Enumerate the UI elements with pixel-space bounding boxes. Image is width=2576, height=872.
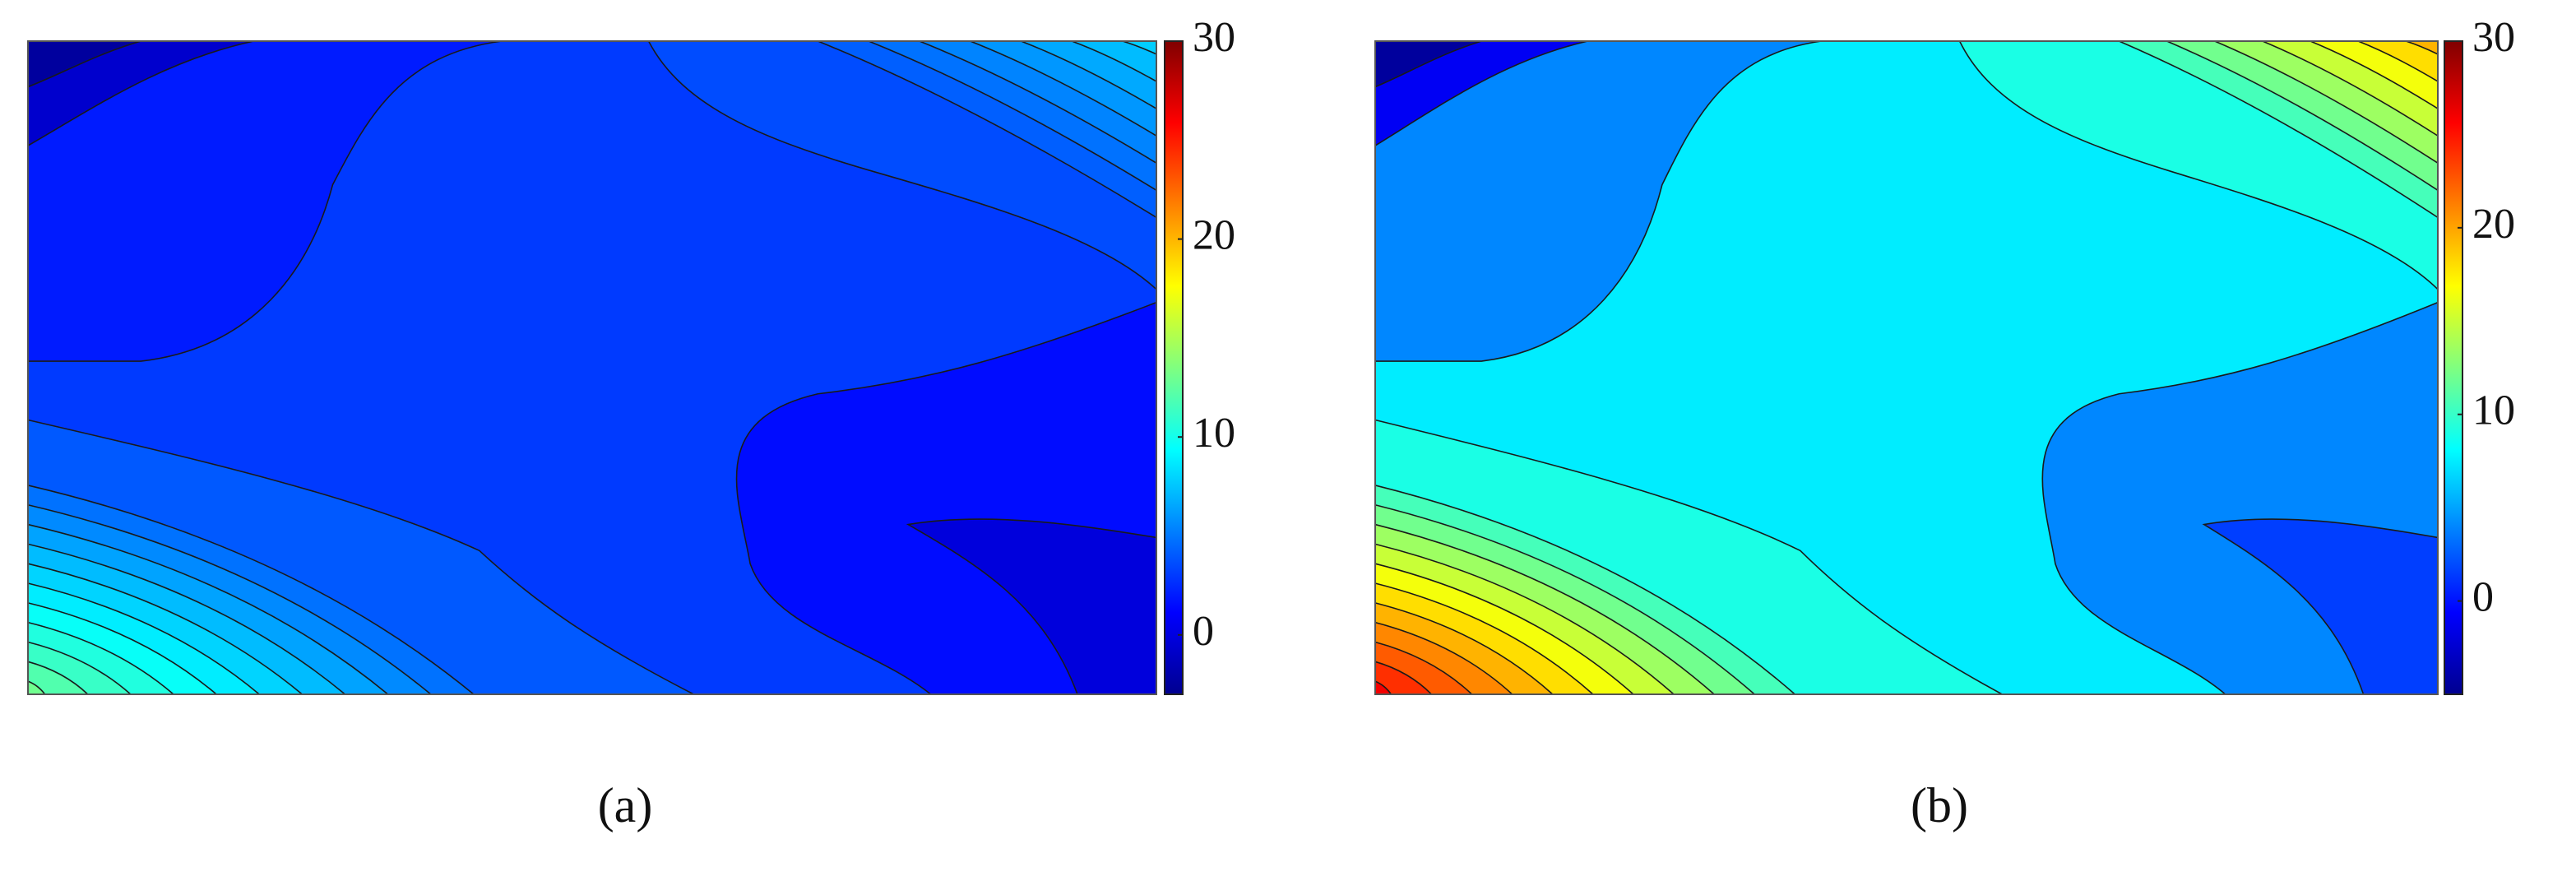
- colorbar: [2444, 40, 2463, 695]
- plot-frame: [1374, 40, 2439, 695]
- colorbar-tick-label: 30: [1193, 14, 1235, 61]
- colorbar-tick-label: 30: [2472, 14, 2515, 61]
- contour-region: [1375, 41, 1587, 146]
- colorbar-tick-label: 10: [1193, 410, 1235, 457]
- contour-region: [28, 41, 253, 146]
- contour-plot: [1375, 41, 2438, 694]
- contour-region: [1375, 41, 1481, 87]
- contour-region: [28, 41, 502, 361]
- panel-label: (a): [598, 778, 653, 833]
- colorbar-tick-label: 10: [2472, 387, 2515, 434]
- contour-region: [908, 519, 1156, 694]
- contour-plot: [28, 41, 1156, 694]
- colorbar: [1164, 40, 1184, 695]
- colorbar-tick-label: 20: [2472, 201, 2515, 248]
- contour-region: [2204, 519, 2438, 694]
- colorbar-tick-label: 0: [1193, 608, 1214, 655]
- contour-region: [28, 41, 141, 87]
- colorbar-tick-label: 0: [2472, 574, 2494, 621]
- contour-region: [1375, 41, 1822, 361]
- panel-label: (b): [1911, 778, 1968, 833]
- colorbar-tick-label: 20: [1193, 212, 1235, 259]
- plot-frame: [27, 40, 1157, 695]
